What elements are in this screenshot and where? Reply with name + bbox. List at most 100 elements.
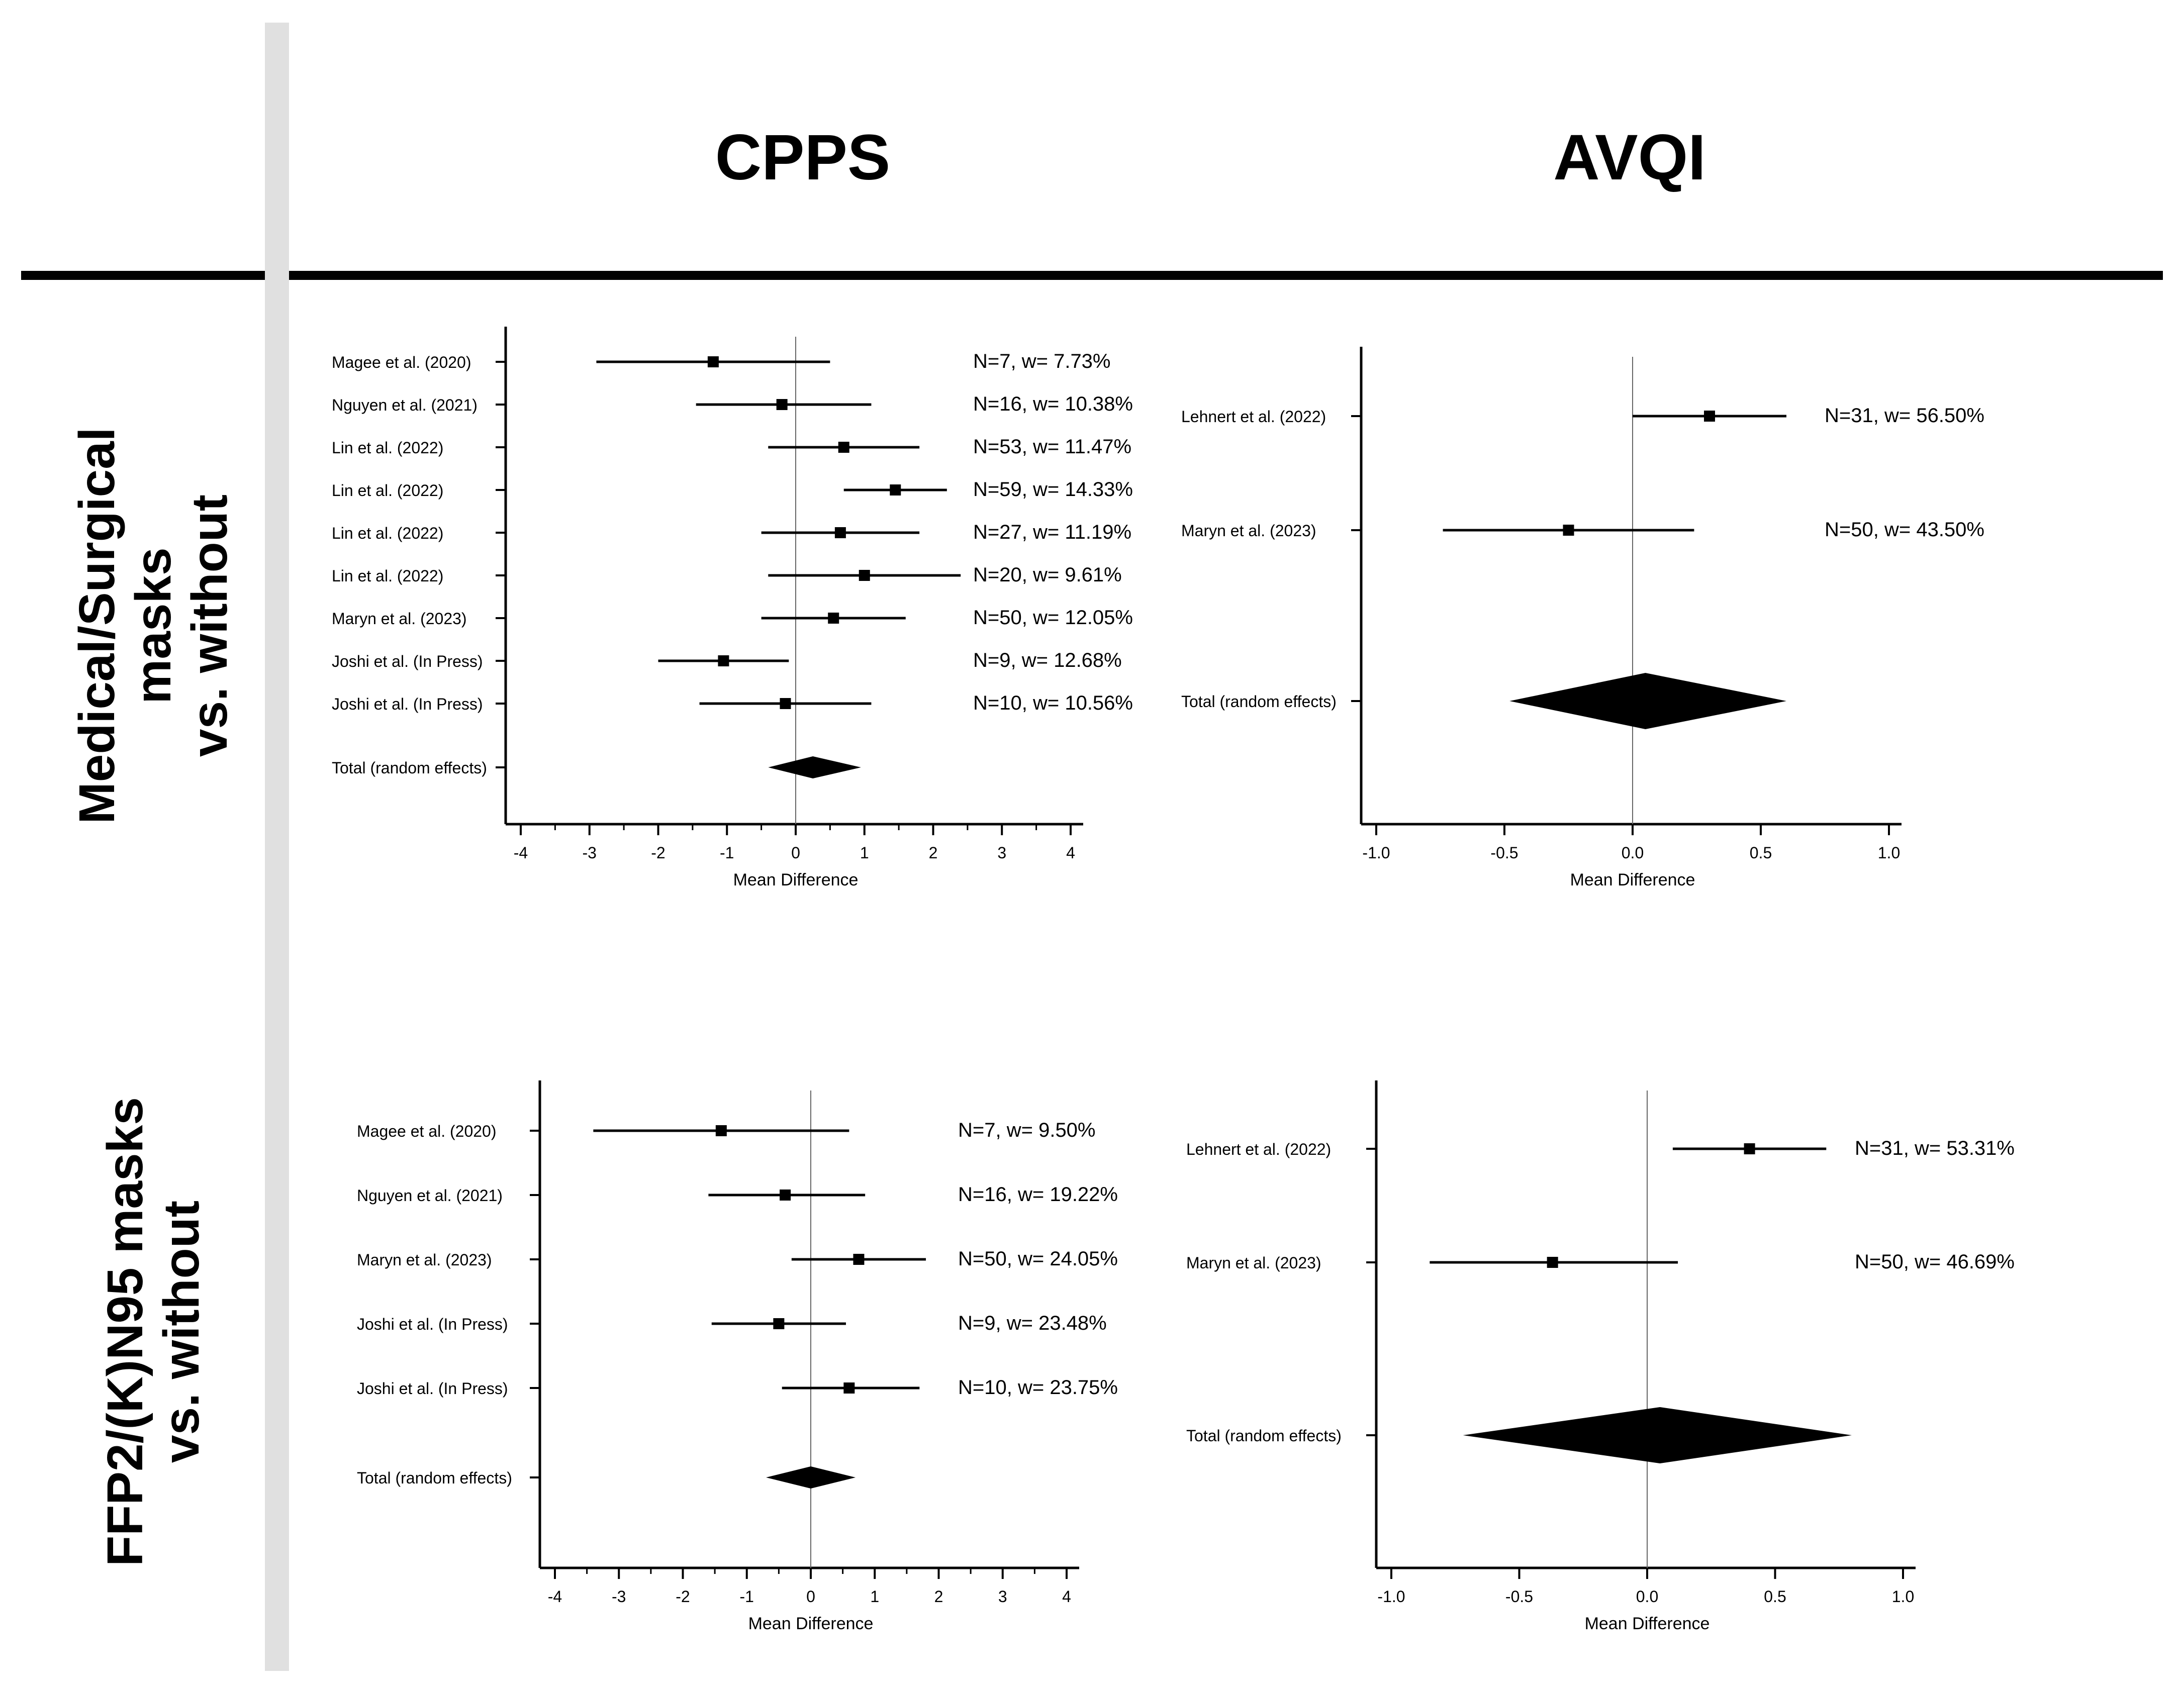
- point-estimate: [715, 1125, 727, 1136]
- study-annotation: N=10, w= 10.56%: [973, 692, 1133, 714]
- study-label: Nguyen et al. (2021): [357, 1186, 503, 1205]
- x-tick-label: -0.5: [1490, 844, 1518, 862]
- study-annotation: N=59, w= 14.33%: [973, 478, 1133, 501]
- x-axis-label: Mean Difference: [748, 1614, 874, 1633]
- study-annotation: N=50, w= 43.50%: [1825, 519, 1984, 541]
- x-tick-label: -1: [720, 844, 734, 862]
- study-label: Joshi et al. (In Press): [332, 652, 483, 670]
- x-tick-label: 1: [860, 844, 869, 862]
- total-label: Total (random effects): [1186, 1427, 1342, 1445]
- study-annotation: N=16, w= 10.38%: [973, 393, 1133, 415]
- x-tick-label: -3: [612, 1588, 626, 1606]
- x-tick-label: -0.5: [1505, 1588, 1533, 1606]
- point-estimate: [718, 655, 729, 666]
- point-estimate: [707, 356, 719, 367]
- point-estimate: [1704, 411, 1715, 422]
- point-estimate: [828, 613, 839, 624]
- vertical-divider: [265, 23, 289, 1671]
- x-tick-label: 2: [934, 1588, 943, 1606]
- study-label: Lehnert et al. (2022): [1186, 1140, 1331, 1158]
- total-label: Total (random effects): [332, 759, 487, 777]
- x-tick-label: 3: [997, 844, 1006, 862]
- study-annotation: N=16, w= 19.22%: [958, 1183, 1118, 1206]
- study-label: Lin et al. (2022): [332, 439, 443, 457]
- row-label-ffp2-line2: vs. without: [153, 1200, 210, 1463]
- forest-plot-cpps-medical: -4 -3 -2 -1 0 1 2 3 4 Mean Difference Magee et al.…: [332, 327, 1133, 889]
- row-label-ffp2-line1: FFP2/(K)N95 masks: [97, 1097, 153, 1566]
- study-annotation: N=7, w= 7.73%: [973, 350, 1111, 372]
- x-tick-label: 4: [1066, 844, 1075, 862]
- x-tick-label: 0.0: [1622, 844, 1644, 862]
- x-tick-label: 1.0: [1892, 1588, 1914, 1606]
- forest-plot-avqi-ffp2: -1.0 -0.5 0.0 0.5 1.0 Mean Difference Lehnert …: [1186, 1080, 2015, 1633]
- study-label: Lehnert et al. (2022): [1181, 408, 1326, 426]
- header-divider-left: [21, 271, 265, 280]
- point-estimate: [776, 399, 788, 410]
- study-label: Maryn et al. (2023): [357, 1251, 492, 1269]
- header-divider-right: [289, 271, 2163, 280]
- row-label-medical-line2: vs. without: [181, 494, 238, 757]
- x-tick-label: -4: [548, 1588, 562, 1606]
- column-title-avqi: AVQI: [1553, 122, 1706, 193]
- x-tick-label: 0.5: [1764, 1588, 1786, 1606]
- x-tick-label: 4: [1062, 1588, 1071, 1606]
- x-axis-label: Mean Difference: [1570, 870, 1695, 889]
- total-label: Total (random effects): [1181, 692, 1337, 711]
- study-label: Joshi et al. (In Press): [357, 1379, 508, 1398]
- point-estimate: [859, 570, 870, 581]
- forest-plot-avqi-medical: -1.0 -0.5 0.0 0.5 1.0 Mean Difference Lehnert …: [1181, 347, 1984, 889]
- study-annotation: N=50, w= 24.05%: [958, 1248, 1118, 1270]
- x-axis-label: Mean Difference: [733, 870, 859, 889]
- x-tick-label: -2: [651, 844, 665, 862]
- study-annotation: N=50, w= 46.69%: [1855, 1251, 2015, 1273]
- total-label: Total (random effects): [357, 1469, 512, 1487]
- row-label-medical: Medical/Surgical masks vs. without: [69, 349, 238, 902]
- study-label: Lin et al. (2022): [332, 524, 443, 542]
- study-annotation: N=31, w= 53.31%: [1855, 1137, 2015, 1159]
- point-estimate: [838, 442, 849, 453]
- study-annotation: N=31, w= 56.50%: [1825, 405, 1984, 427]
- point-estimate: [1563, 525, 1574, 536]
- point-estimate: [773, 1318, 785, 1329]
- study-label: Magee et al. (2020): [332, 353, 471, 371]
- total-diamond: [1509, 673, 1786, 729]
- point-estimate: [780, 698, 791, 709]
- x-tick-label: -1: [740, 1588, 754, 1606]
- study-label: Joshi et al. (In Press): [332, 695, 483, 713]
- x-tick-label: 0: [791, 844, 800, 862]
- study-annotation: N=50, w= 12.05%: [973, 607, 1133, 629]
- x-tick-label: -1.0: [1362, 844, 1390, 862]
- study-label: Maryn et al. (2023): [332, 610, 467, 628]
- study-annotation: N=20, w= 9.61%: [973, 564, 1122, 586]
- x-tick-label: -3: [583, 844, 597, 862]
- study-label: Lin et al. (2022): [332, 481, 443, 500]
- study-annotation: N=27, w= 11.19%: [973, 521, 1131, 543]
- total-diamond: [766, 1466, 856, 1489]
- study-label: Nguyen et al. (2021): [332, 396, 478, 414]
- study-label: Maryn et al. (2023): [1181, 522, 1316, 540]
- x-tick-label: -4: [514, 844, 528, 862]
- study-annotation: N=7, w= 9.50%: [958, 1119, 1096, 1141]
- column-title-cpps: CPPS: [715, 122, 891, 193]
- x-tick-label: -2: [676, 1588, 690, 1606]
- point-estimate: [853, 1254, 865, 1265]
- point-estimate: [843, 1382, 855, 1394]
- study-annotation: N=53, w= 11.47%: [973, 436, 1131, 458]
- x-tick-label: -1.0: [1377, 1588, 1405, 1606]
- row-label-medical-line1: Medical/Surgical masks: [69, 427, 181, 824]
- x-tick-label: 1.0: [1878, 844, 1900, 862]
- study-label: Lin et al. (2022): [332, 567, 443, 585]
- total-diamond: [768, 756, 861, 778]
- study-label: Maryn et al. (2023): [1186, 1254, 1321, 1272]
- study-annotation: N=10, w= 23.75%: [958, 1376, 1118, 1399]
- point-estimate: [780, 1190, 791, 1201]
- row-label-ffp2: FFP2/(K)N95 masks vs. without: [97, 1055, 210, 1608]
- study-annotation: N=9, w= 12.68%: [973, 649, 1122, 671]
- forest-plot-cpps-ffp2: -4 -3 -2 -1 0 1 2 3 4 Mean Difference Magee et al.…: [357, 1080, 1118, 1633]
- x-tick-label: 2: [929, 844, 938, 862]
- x-tick-label: 0: [806, 1588, 815, 1606]
- x-tick-label: 0.5: [1750, 844, 1772, 862]
- total-diamond: [1463, 1407, 1852, 1463]
- study-label: Joshi et al. (In Press): [357, 1315, 508, 1333]
- study-annotation: N=9, w= 23.48%: [958, 1312, 1107, 1334]
